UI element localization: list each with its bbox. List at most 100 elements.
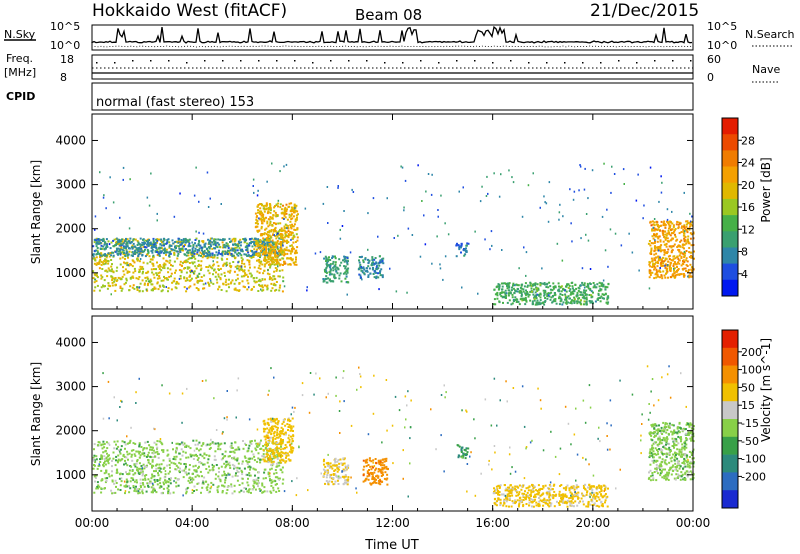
echo-cell <box>123 463 125 466</box>
echo-cell <box>535 294 538 297</box>
velocity-panel: 00:00 04:00 08:00 12:00 16:00 20:00 00:0010002… <box>29 315 710 553</box>
echo-cell <box>411 234 414 236</box>
echo-cell <box>330 273 333 276</box>
echo-cell <box>232 243 235 246</box>
echo-cell <box>158 469 161 472</box>
echo-cell <box>96 444 99 447</box>
echo-cell <box>160 485 163 488</box>
echo-cell <box>671 222 674 225</box>
echo-cell <box>542 289 545 292</box>
echo-cell <box>283 213 286 215</box>
echo-cell <box>202 479 204 482</box>
echo-cell <box>603 297 605 300</box>
echo-cell <box>228 250 231 253</box>
echo-cell <box>212 468 215 471</box>
echo-cell <box>331 255 334 258</box>
echo-cell <box>169 479 172 482</box>
echo-cell <box>131 247 134 250</box>
echo-cell <box>255 449 258 452</box>
echo-cell <box>197 243 200 246</box>
echo-cell <box>132 238 135 241</box>
echo-cell <box>381 471 384 474</box>
echo-cell <box>200 276 203 278</box>
echo-cell <box>195 237 198 240</box>
echo-cell <box>206 443 209 446</box>
echo-cell <box>267 473 270 476</box>
echo-cell <box>191 252 194 255</box>
echo-cell <box>217 273 220 276</box>
echo-cell <box>373 481 376 484</box>
echo-cell <box>100 277 103 280</box>
echo-cell <box>532 284 534 287</box>
power-colorbar-label: Power [dB] <box>759 157 773 222</box>
echo-cell <box>132 250 134 253</box>
echo-cell <box>281 458 284 461</box>
echo-cell <box>664 226 667 229</box>
echo-cell <box>285 455 288 458</box>
echo-cell <box>150 250 153 253</box>
echo-cell <box>180 240 183 243</box>
echo-cell <box>171 248 174 251</box>
echo-cell <box>653 242 656 244</box>
echo-cell <box>187 252 190 254</box>
echo-cell <box>240 267 243 270</box>
echo-cell <box>213 238 216 241</box>
nave-tick-bottom: 0 <box>707 71 714 84</box>
echo-cell <box>257 209 260 212</box>
echo-cell <box>194 454 197 456</box>
echo-cell <box>158 466 161 469</box>
echo-cell <box>119 489 122 491</box>
echo-cell <box>159 243 162 246</box>
echo-cell <box>196 459 199 461</box>
echo-cell <box>198 475 201 478</box>
echo-cell <box>485 195 488 197</box>
echo-cell <box>325 476 328 479</box>
echo-cell <box>360 269 363 272</box>
echo-cell <box>269 457 272 460</box>
echo-cell <box>688 276 691 279</box>
echo-cell <box>187 241 190 244</box>
echo-cell <box>654 239 656 242</box>
echo-cell <box>579 302 582 305</box>
echo-cell <box>174 246 176 249</box>
echo-cell <box>649 252 652 255</box>
echo-cell <box>151 288 154 291</box>
echo-cell <box>277 205 279 208</box>
echo-cell <box>329 269 332 272</box>
echo-cell <box>575 287 578 290</box>
echo-cell <box>266 239 269 242</box>
echo-cell <box>536 290 539 292</box>
echo-cell <box>175 485 178 488</box>
echo-cell <box>237 252 240 254</box>
echo-cell <box>248 255 251 258</box>
echo-cell <box>102 196 105 199</box>
echo-cell <box>375 277 378 280</box>
echo-cell <box>293 235 296 238</box>
echo-cell <box>119 459 122 462</box>
echo-cell <box>371 482 374 485</box>
echo-cell <box>261 233 264 235</box>
echo-cell <box>230 254 233 256</box>
echo-cell <box>275 203 278 206</box>
power-ylabel: Slant Range [km] <box>29 160 43 264</box>
echo-cell <box>265 262 268 265</box>
echo-cell <box>537 288 540 291</box>
echo-cell <box>664 263 667 266</box>
echo-cell <box>223 262 226 265</box>
echo-cell <box>687 235 690 238</box>
echo-cell <box>667 229 670 232</box>
echo-cell <box>590 290 593 293</box>
echo-cell <box>681 268 684 270</box>
echo-cell <box>286 218 289 221</box>
echo-cell <box>237 245 240 248</box>
echo-cell <box>683 243 686 246</box>
echo-cell <box>249 468 251 471</box>
echo-cell <box>444 255 447 258</box>
echo-cell <box>675 239 678 242</box>
echo-cell <box>683 274 686 277</box>
echo-cell <box>571 240 573 243</box>
echo-cell <box>465 251 468 253</box>
echo-cell <box>255 250 258 253</box>
echo-cell <box>329 259 332 261</box>
echo-cell <box>274 422 277 425</box>
